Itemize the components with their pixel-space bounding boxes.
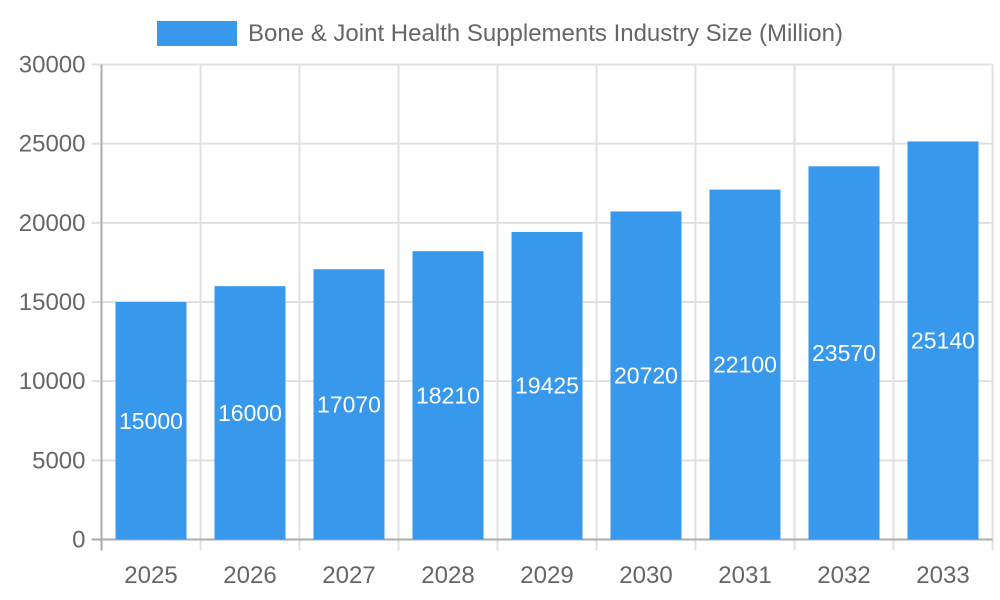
x-tick-label-2032: 2032: [817, 562, 870, 589]
bar-value-label-2030: 20720: [614, 362, 678, 388]
x-tick-label-2026: 2026: [223, 562, 276, 589]
bar-2027: [313, 269, 385, 540]
x-tick-label-2031: 2031: [718, 562, 771, 589]
y-tick-label-25000: 25000: [19, 131, 86, 158]
x-tick-label-2029: 2029: [520, 562, 573, 589]
bar-2028: [412, 251, 484, 540]
bar-value-label-2031: 22100: [713, 352, 777, 378]
legend-swatch: [157, 21, 238, 46]
bar-value-label-2025: 15000: [119, 408, 183, 434]
bar-2029: [511, 231, 583, 540]
x-tick-label-2025: 2025: [124, 562, 177, 589]
bar-value-label-2033: 25140: [911, 327, 975, 353]
y-tick-label-5000: 5000: [32, 447, 85, 474]
x-tick-label-2033: 2033: [916, 562, 969, 589]
bar-value-label-2029: 19425: [515, 373, 579, 399]
bar-value-label-2028: 18210: [416, 382, 480, 408]
y-tick-label-0: 0: [72, 527, 85, 554]
bar-2025: [115, 302, 187, 540]
bar-2033: [907, 141, 979, 540]
y-tick-label-15000: 15000: [19, 289, 86, 316]
bar-2026: [214, 286, 286, 540]
bar-value-label-2026: 16000: [218, 400, 282, 426]
legend-label: Bone & Joint Health Supplements Industry…: [248, 20, 843, 47]
bar-2032: [808, 166, 880, 540]
y-tick-label-30000: 30000: [19, 52, 86, 79]
bar-2031: [709, 189, 781, 540]
bar-value-label-2027: 17070: [317, 391, 381, 417]
legend-item[interactable]: Bone & Joint Health Supplements Industry…: [0, 21, 1000, 46]
bar-value-label-2032: 23570: [812, 340, 876, 366]
x-tick-label-2028: 2028: [421, 562, 474, 589]
bar-2030: [610, 211, 682, 540]
x-tick-label-2030: 2030: [619, 562, 672, 589]
x-tick-label-2027: 2027: [322, 562, 375, 589]
y-tick-label-20000: 20000: [19, 210, 86, 237]
y-tick-label-10000: 10000: [19, 368, 86, 395]
